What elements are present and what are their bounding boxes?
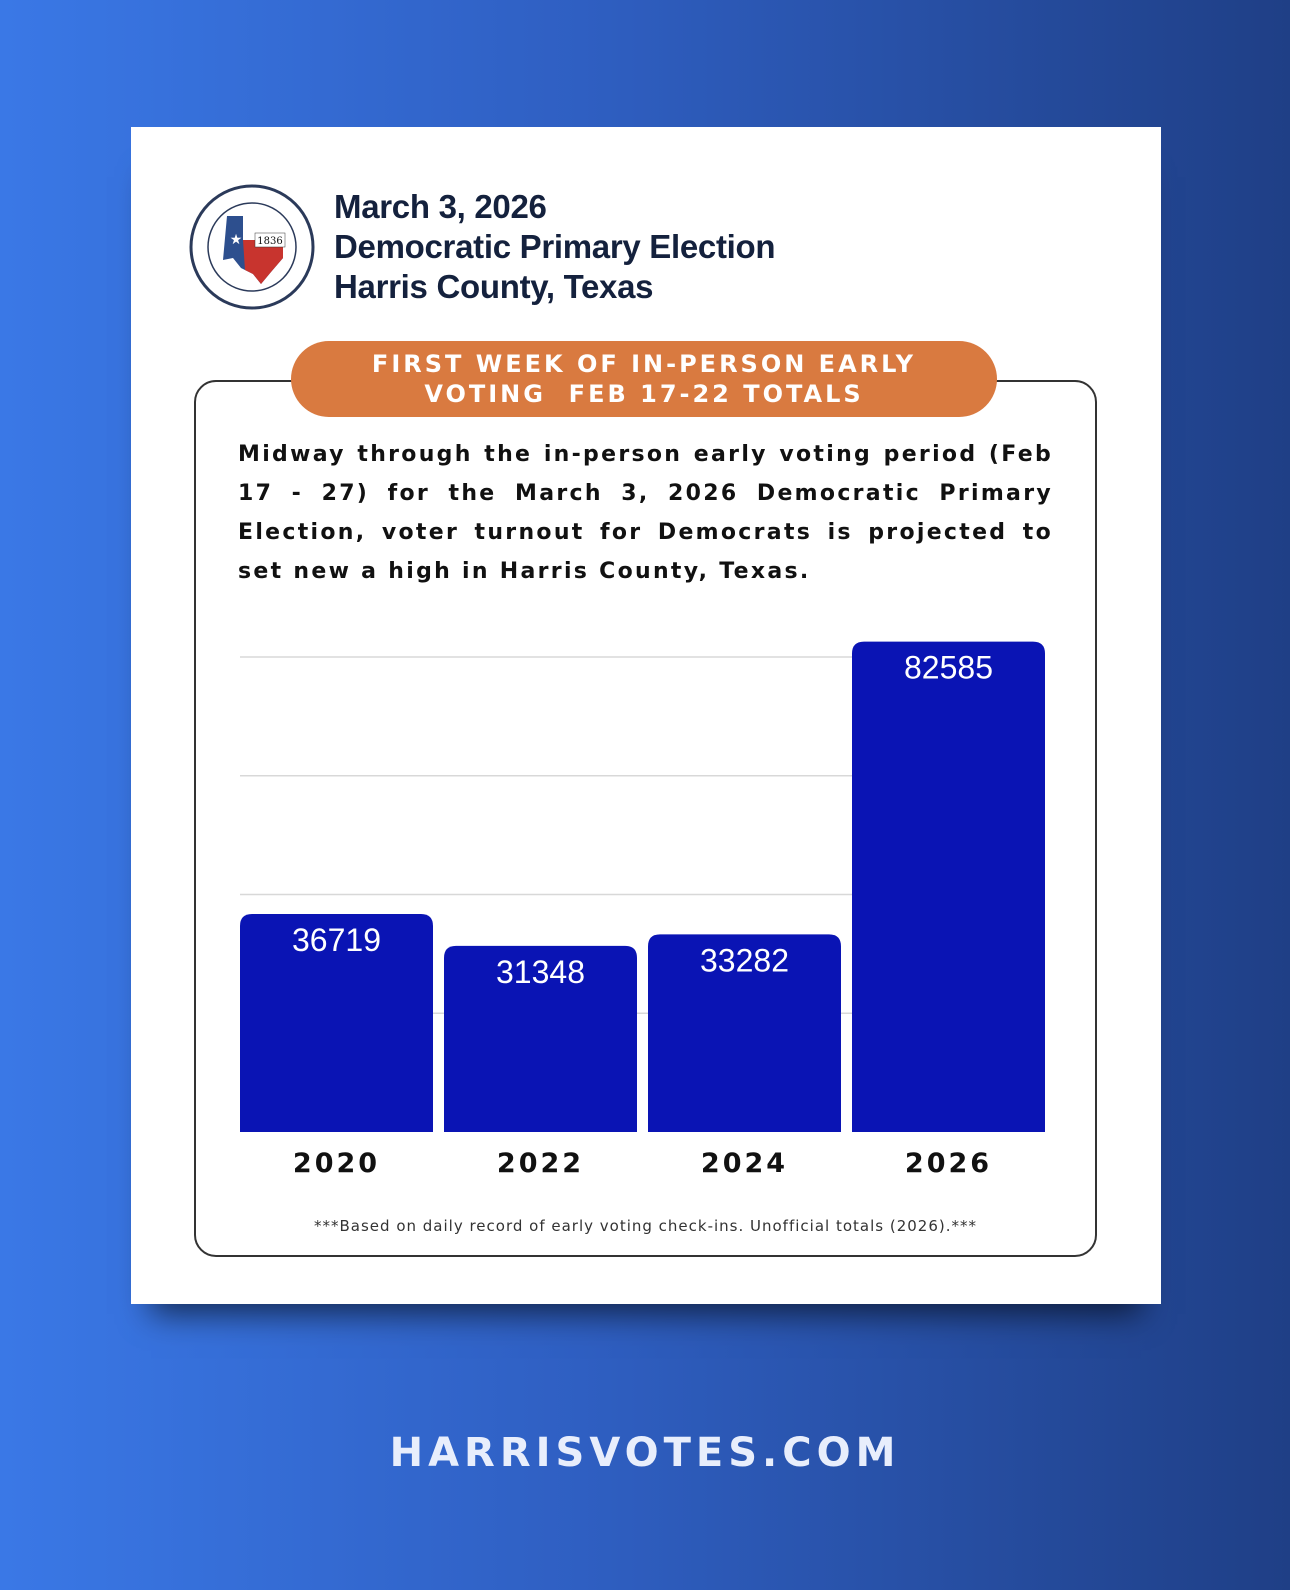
banner-line-2: VOTING FEB 17-22 TOTALS xyxy=(424,380,864,408)
x-tick-label: 2020 xyxy=(293,1148,380,1179)
description-text: Midway through the in-person early votin… xyxy=(238,442,1053,584)
website-link[interactable]: HARRISVOTES.COM xyxy=(389,1430,901,1476)
svg-text:★: ★ xyxy=(230,232,243,248)
svg-text:1836: 1836 xyxy=(257,236,282,247)
section-banner: FIRST WEEK OF IN-PERSON EARLY VOTING FEB… xyxy=(291,341,997,417)
data-label: 33282 xyxy=(700,942,789,978)
x-tick-label: 2024 xyxy=(701,1148,788,1179)
title-date: March 3, 2026 xyxy=(334,188,547,225)
bar-2026 xyxy=(852,641,1045,1132)
title-location: Harris County, Texas xyxy=(334,268,654,305)
x-tick-label: 2022 xyxy=(497,1148,584,1179)
data-label: 82585 xyxy=(904,650,993,686)
bar-2020 xyxy=(240,913,433,1132)
footnote: ***Based on daily record of early voting… xyxy=(314,1217,977,1235)
bar-2024 xyxy=(648,934,841,1132)
page-title: March 3, 2026 Democratic Primary Electio… xyxy=(334,187,776,307)
county-clerk-seal-logo: ★ 1836 xyxy=(189,184,315,310)
banner-line-1: FIRST WEEK OF IN-PERSON EARLY xyxy=(371,350,917,378)
x-tick-label: 2026 xyxy=(905,1148,992,1179)
data-label: 36719 xyxy=(292,922,381,958)
data-label: 31348 xyxy=(496,954,585,990)
bar-2022 xyxy=(444,945,637,1132)
title-election: Democratic Primary Election xyxy=(334,228,776,265)
